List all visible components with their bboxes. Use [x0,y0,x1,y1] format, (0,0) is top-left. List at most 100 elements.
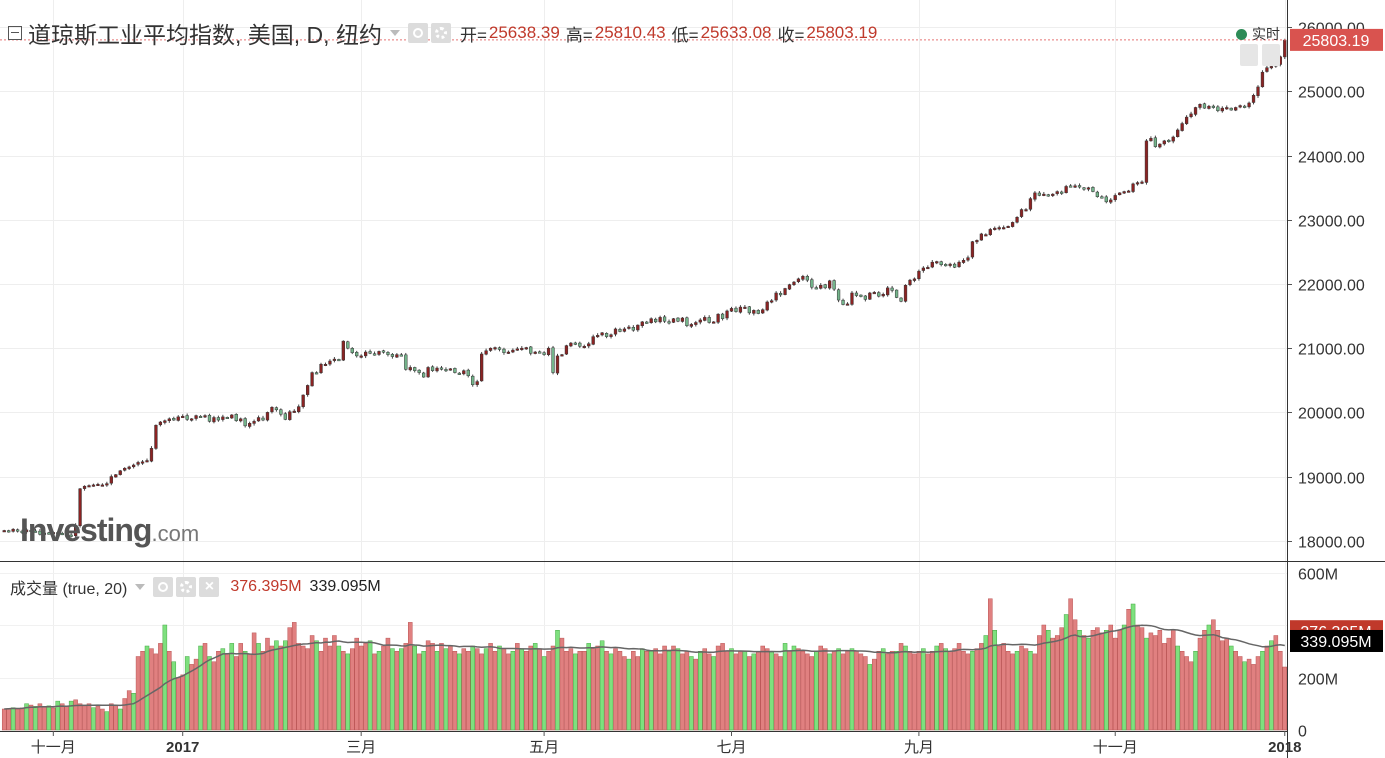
candle-body [703,317,707,321]
candle-body [1265,67,1269,72]
candle-body [350,348,354,353]
candle-body [448,368,453,371]
volume-bar [582,651,587,731]
volume-bar [546,651,551,731]
volume-bar [149,648,154,731]
volume-bar [439,643,444,731]
volume-bar [617,651,623,731]
candle-body [680,317,685,322]
volume-bar [541,656,547,731]
volume-bar [706,653,712,731]
volume-bar [876,651,882,731]
candle-body [640,321,644,326]
volume-bar [809,656,815,731]
volume-bar [666,651,672,731]
candle-body [841,299,845,305]
candle-body [988,229,992,235]
volume-gear-icon[interactable] [176,577,197,597]
volume-bar [381,645,386,731]
volume-bar [648,651,654,731]
candle-body [502,348,506,353]
volume-bar [345,653,351,731]
volume-bar [1153,635,1158,731]
volume-bar [800,651,806,731]
candle-body [261,417,265,421]
volume-bar [269,645,275,731]
candle-body [859,294,863,297]
gear-icon[interactable] [430,23,451,43]
volume-bar [1237,656,1243,731]
candle-body [645,321,649,324]
candle-body [1216,106,1220,111]
candle-body [1118,192,1122,196]
candle-body [622,328,627,332]
volume-bar [1,708,7,731]
candle-body [658,317,662,323]
volume-bar [242,651,248,731]
candle-body [591,336,595,345]
candle-body [952,263,957,268]
volume-caret-down-icon[interactable] [135,584,146,590]
candle-body [127,466,131,469]
volume-bar [104,711,110,731]
volume-bar [1068,598,1073,731]
open-value: 25638.39 [488,23,560,42]
candle-body [306,385,310,395]
candle-body [877,292,881,297]
eye-icon[interactable] [407,23,428,43]
candle-body [1086,187,1091,190]
volume-bar [434,651,440,731]
volume-close-icon[interactable]: × [199,577,220,597]
candle-body [279,409,283,415]
candle-body [627,326,631,329]
candle-body [359,355,363,358]
candle-body [649,318,653,324]
price-candles [2,38,1287,538]
volume-bar [1224,637,1230,731]
volume-bar [515,643,520,731]
candle-body [297,406,301,412]
volume-bar [805,653,810,731]
volume-bar [68,700,74,731]
candle-body [1225,107,1229,110]
candle-body [1234,107,1238,111]
volume-bar [86,703,92,731]
candle-body [1051,193,1055,196]
volume-bar [586,643,591,731]
volume-bar [318,651,324,731]
candle-body [395,354,399,358]
volume-bar [840,653,846,731]
candle-body [836,289,841,301]
volume-bar [238,643,243,731]
volume-bar [46,705,52,731]
volume-bar [1162,643,1167,731]
volume-bar [407,622,413,731]
caret-down-icon[interactable] [389,30,400,36]
candle-body [78,488,82,526]
volume-bar [622,656,627,731]
volume-bar [938,643,944,731]
candle-body [390,354,395,357]
candle-body [319,363,323,373]
candle-body [814,287,818,290]
volume-bar [202,643,208,731]
candle-body [1077,185,1082,188]
volume-bar [791,645,797,731]
volume-eye-icon[interactable] [153,577,174,597]
candle-body [511,349,515,353]
candle-body [430,366,435,371]
candle-body [1167,139,1171,142]
volume-bar [1246,658,1252,731]
candle-body [2,530,6,533]
candle-body [868,292,872,300]
collapse-icon[interactable] [8,26,22,40]
volume-bar [1215,630,1221,731]
candle-body [631,327,635,331]
candle-body [1189,113,1193,117]
candle-body [613,328,618,335]
candle-body [506,351,511,354]
candle-body [1126,190,1131,193]
volume-bar [662,645,667,731]
candle-body [377,351,381,355]
